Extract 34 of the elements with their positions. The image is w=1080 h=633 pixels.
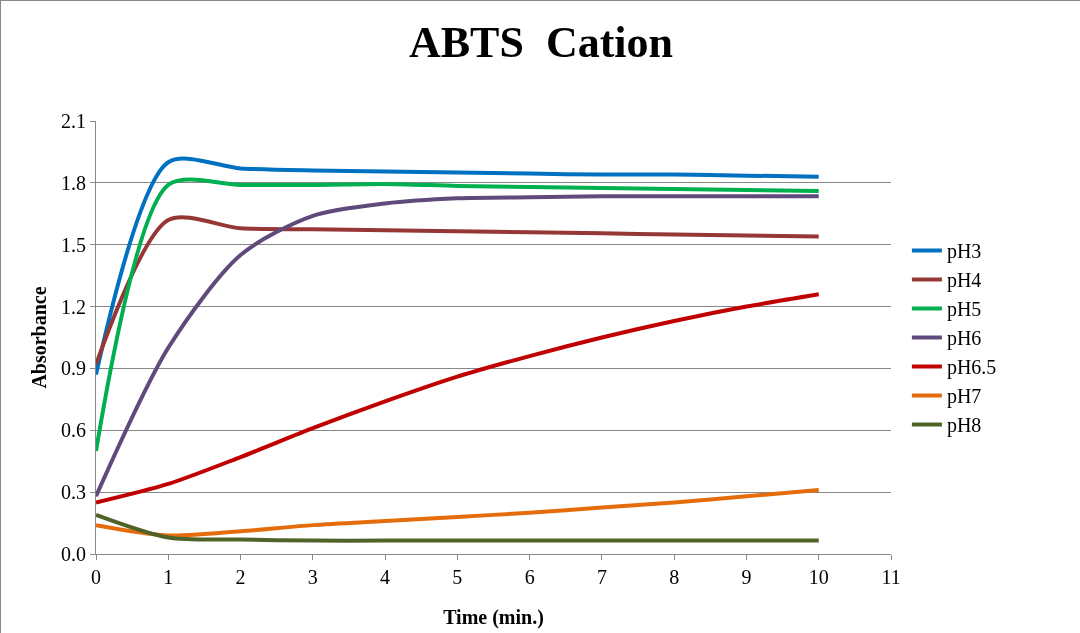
legend-label: pH6.5 xyxy=(946,356,997,380)
line-series xyxy=(96,512,821,543)
x-tick-label: 3 xyxy=(307,566,318,588)
legend-label: pH7 xyxy=(946,385,982,409)
x-tick-label: 5 xyxy=(452,566,463,588)
legend-label: pH8 xyxy=(946,414,982,438)
x-tick-label: 8 xyxy=(669,566,680,588)
y-tick-label: 1.5 xyxy=(61,233,86,256)
x-tick-label: 0 xyxy=(91,566,101,588)
line-series xyxy=(96,194,821,499)
y-tick-label: 0.9 xyxy=(61,357,86,380)
legend-label: pH4 xyxy=(946,269,982,293)
y-tick-label: 1.8 xyxy=(61,171,86,194)
x-axis-title: Time (min.) xyxy=(443,606,544,629)
legend-label: pH3 xyxy=(946,240,982,264)
y-axis-title: Absorbance xyxy=(28,286,50,389)
legend-label: pH5 xyxy=(946,298,982,322)
x-tick-label: 2 xyxy=(235,566,246,588)
x-tick-label: 7 xyxy=(596,566,607,588)
x-tick-label: 10 xyxy=(808,566,829,588)
x-tick-label: 4 xyxy=(380,566,391,588)
x-tick-label: 6 xyxy=(524,566,535,588)
y-tick-label: 1.2 xyxy=(61,295,86,318)
line-series xyxy=(96,488,821,538)
legend-label: pH6 xyxy=(946,327,982,351)
y-tick-label: 0.3 xyxy=(61,481,86,504)
chart-title: ABTS Cation xyxy=(408,18,674,68)
y-tick-label: 0.6 xyxy=(61,419,86,442)
y-tick-label: 2.1 xyxy=(61,110,86,132)
x-tick-label: 1 xyxy=(163,566,174,588)
x-tick-label: 11 xyxy=(881,566,901,588)
x-tick-label: 9 xyxy=(741,566,752,588)
y-tick-label: 0.0 xyxy=(61,543,86,565)
line-series xyxy=(96,292,821,505)
